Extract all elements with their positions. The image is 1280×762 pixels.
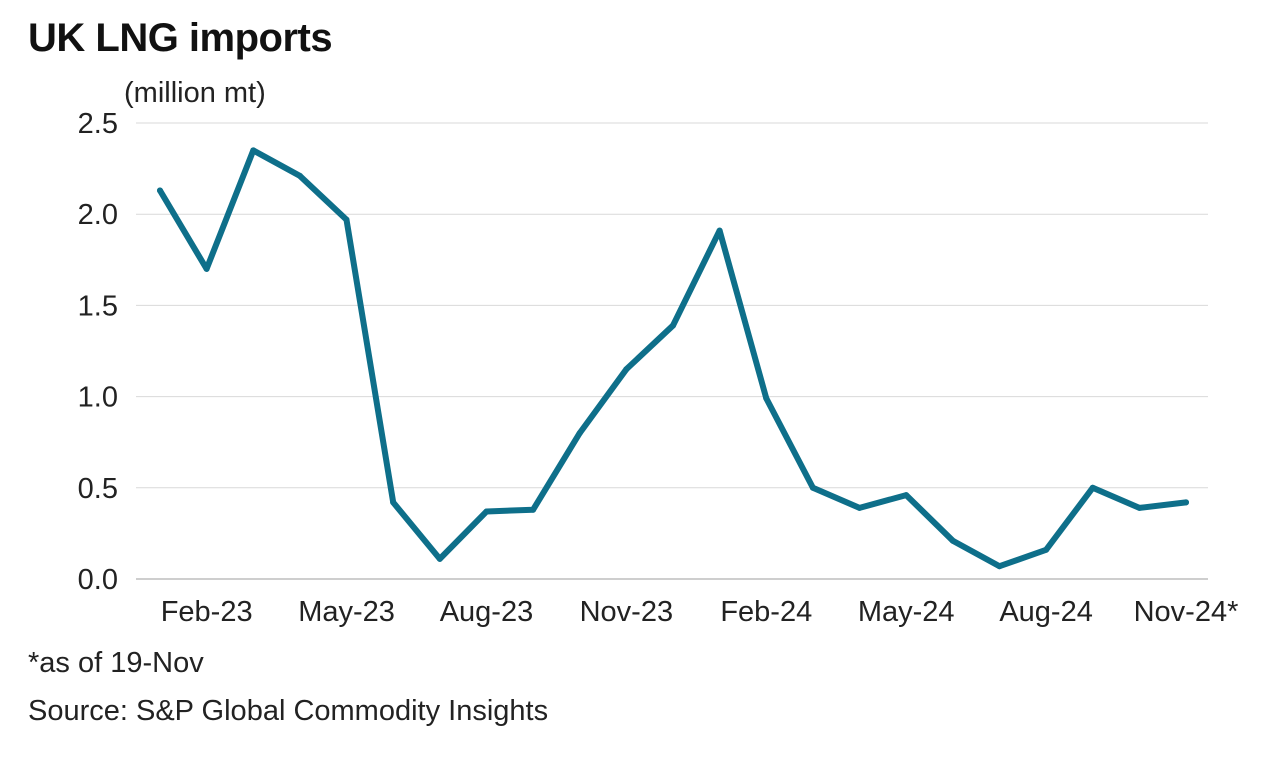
data-point — [716, 227, 723, 234]
data-point — [203, 265, 210, 272]
y-axis-unit-label: (million mt) — [124, 77, 266, 109]
data-point — [250, 147, 257, 154]
footnote: *as of 19-Nov — [28, 647, 204, 679]
x-axis-ticks: Feb-23 May-23 Aug-23 Nov-23 Feb-24 May-24 Aug-… — [161, 596, 1239, 628]
x-tick-label: Feb-23 — [161, 596, 253, 628]
data-point — [763, 395, 770, 402]
data-point — [949, 537, 956, 544]
data-point — [436, 555, 443, 562]
data-point — [483, 508, 490, 515]
data-point — [390, 499, 397, 506]
series-layer — [157, 147, 1189, 570]
y-tick-label: 0.5 — [78, 473, 118, 505]
x-tick-label: Aug-24 — [999, 596, 1093, 628]
y-tick-label: 2.0 — [78, 199, 118, 231]
x-tick-label: Feb-24 — [720, 596, 812, 628]
data-point — [1183, 499, 1189, 506]
data-point — [576, 430, 583, 437]
x-tick-label: Aug-23 — [440, 596, 534, 628]
y-tick-label: 2.5 — [78, 108, 118, 140]
y-tick-label: 1.0 — [78, 382, 118, 414]
line-chart: 0.0 0.5 1.0 1.5 2.0 2.5 Feb-23 May-23 Aug-23 Nov… — [78, 108, 1239, 628]
source-note: Source: S&P Global Commodity Insights — [28, 695, 549, 727]
data-point — [343, 216, 350, 223]
chart-title: UK LNG imports — [28, 16, 333, 60]
x-tick-label: May-24 — [858, 596, 955, 628]
data-point — [903, 492, 910, 499]
x-tick-label: Nov-23 — [580, 596, 674, 628]
gridlines — [136, 122, 1208, 580]
data-point — [530, 506, 537, 513]
y-axis-ticks: 0.0 0.5 1.0 1.5 2.0 2.5 — [78, 108, 118, 596]
data-point — [296, 172, 303, 179]
x-tick-label: May-23 — [298, 596, 395, 628]
data-point — [157, 187, 163, 194]
y-tick-label: 1.5 — [78, 290, 118, 322]
data-point — [996, 563, 1003, 570]
data-point — [856, 504, 863, 511]
data-point — [809, 484, 816, 491]
data-point — [1089, 484, 1096, 491]
x-tick-label: Nov-24* — [1134, 596, 1239, 628]
data-point — [670, 322, 676, 329]
y-tick-label: 0.0 — [78, 564, 118, 596]
data-point — [1136, 504, 1143, 511]
series-line — [157, 147, 1189, 570]
data-point — [1043, 546, 1050, 553]
data-point — [623, 366, 630, 373]
